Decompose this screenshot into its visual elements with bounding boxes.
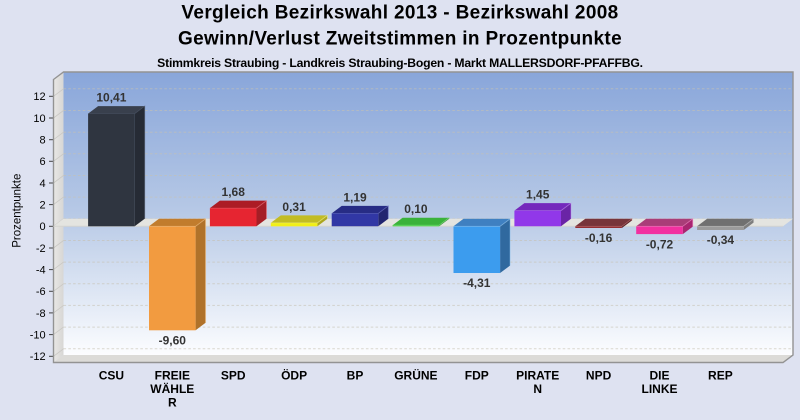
svg-text:-6: -6 <box>36 286 46 298</box>
svg-text:FREIE: FREIE <box>155 368 190 382</box>
svg-text:0,10: 0,10 <box>404 202 428 216</box>
svg-text:10: 10 <box>33 113 45 125</box>
svg-text:-4: -4 <box>36 265 46 277</box>
svg-text:0,31: 0,31 <box>282 200 306 214</box>
svg-text:ÖDP: ÖDP <box>281 367 307 382</box>
svg-text:12: 12 <box>33 91 45 103</box>
svg-text:SPD: SPD <box>221 368 246 382</box>
svg-text:REP: REP <box>708 368 733 382</box>
svg-text:2: 2 <box>39 200 45 212</box>
svg-text:-9,60: -9,60 <box>159 334 187 348</box>
svg-text:-0,72: -0,72 <box>646 237 674 251</box>
svg-text:1,45: 1,45 <box>526 188 550 202</box>
svg-text:Prozentpunkte: Prozentpunkte <box>12 174 24 248</box>
svg-text:-0,16: -0,16 <box>585 231 613 245</box>
svg-text:FDP: FDP <box>465 368 489 382</box>
svg-text:10,41: 10,41 <box>96 91 126 105</box>
svg-text:0: 0 <box>39 221 45 233</box>
svg-text:R: R <box>168 396 177 410</box>
svg-text:Stimmkreis Straubing - Landkre: Stimmkreis Straubing - Landkreis Straubi… <box>157 56 643 70</box>
svg-text:N: N <box>533 382 542 396</box>
svg-text:NPD: NPD <box>586 368 612 382</box>
svg-text:4: 4 <box>39 178 45 190</box>
svg-text:-10: -10 <box>30 330 46 342</box>
svg-text:1,19: 1,19 <box>343 190 367 204</box>
svg-text:-8: -8 <box>36 308 46 320</box>
svg-text:-2: -2 <box>36 243 46 255</box>
svg-text:-0,34: -0,34 <box>707 233 735 247</box>
svg-text:8: 8 <box>39 135 45 147</box>
svg-text:LINKE: LINKE <box>642 382 678 396</box>
svg-text:GRÜNE: GRÜNE <box>394 367 437 382</box>
svg-text:WÄHLE: WÄHLE <box>150 381 194 396</box>
svg-text:6: 6 <box>39 156 45 168</box>
svg-text:-12: -12 <box>30 351 46 363</box>
svg-text:DIE: DIE <box>649 368 669 382</box>
svg-text:PIRATE: PIRATE <box>516 368 559 382</box>
svg-text:CSU: CSU <box>99 368 124 382</box>
svg-text:-4,31: -4,31 <box>463 276 491 290</box>
svg-text:BP: BP <box>347 368 364 382</box>
svg-text:Vergleich Bezirkswahl 2013 - B: Vergleich Bezirkswahl 2013 - Bezirkswahl… <box>181 3 618 24</box>
svg-text:Gewinn/Verlust Zweitstimmen in: Gewinn/Verlust Zweitstimmen in Prozentpu… <box>178 29 622 50</box>
svg-text:1,68: 1,68 <box>222 185 246 199</box>
